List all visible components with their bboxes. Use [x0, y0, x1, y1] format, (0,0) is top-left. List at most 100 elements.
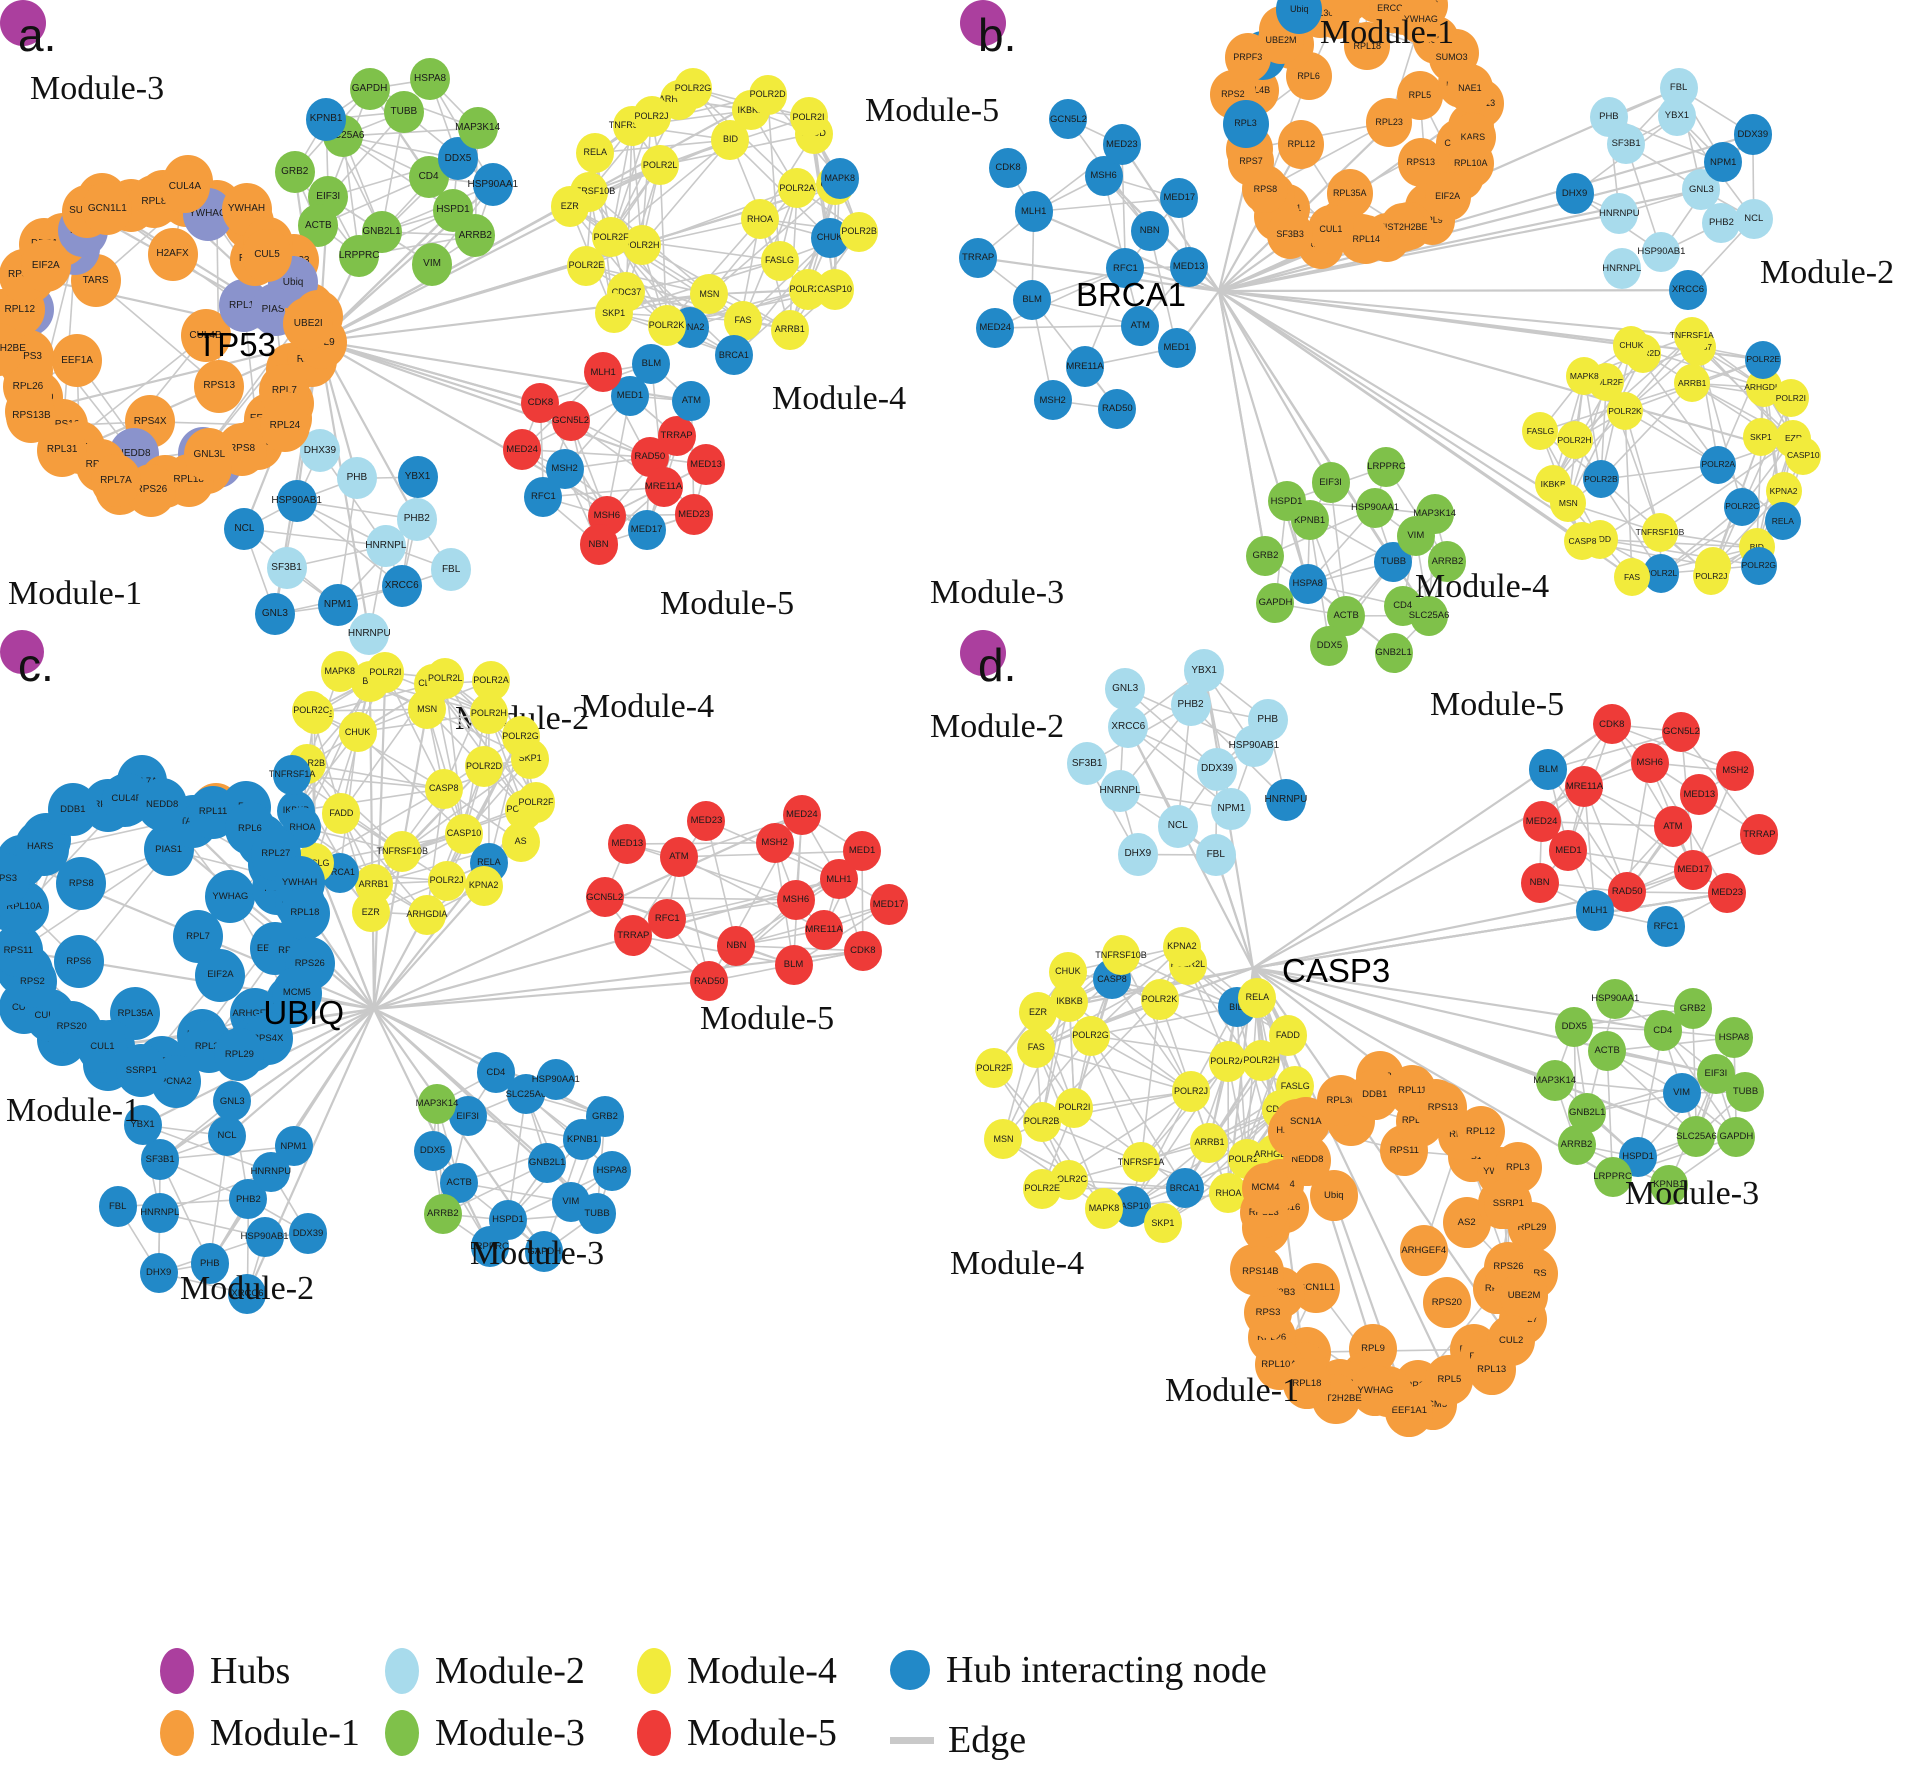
- network-node[interactable]: HSPD1: [1267, 481, 1306, 522]
- network-node[interactable]: POLR2J: [1171, 1071, 1210, 1112]
- network-node[interactable]: DDX39: [289, 1213, 327, 1254]
- network-node[interactable]: HSPA8: [1714, 1017, 1753, 1058]
- network-node[interactable]: TNFRSF1A: [269, 754, 315, 795]
- network-node[interactable]: GRB2: [274, 150, 315, 194]
- network-node[interactable]: NBN: [579, 524, 618, 565]
- network-node[interactable]: SF3B3: [1267, 209, 1314, 259]
- network-node[interactable]: VIM: [412, 243, 453, 286]
- network-node[interactable]: RELA: [576, 132, 615, 174]
- network-node[interactable]: MED23: [674, 494, 713, 535]
- network-node[interactable]: KPNA2: [464, 865, 503, 906]
- network-node[interactable]: MED17: [869, 884, 908, 925]
- network-node[interactable]: GRB2: [585, 1096, 624, 1137]
- network-node[interactable]: HSP90AA1: [468, 163, 518, 206]
- network-node[interactable]: HSP90AA1: [1591, 978, 1639, 1020]
- network-node[interactable]: GCN5L2: [1662, 711, 1701, 752]
- network-node[interactable]: ARHGDIA: [406, 894, 447, 935]
- network-node[interactable]: SLC25A6: [1676, 1116, 1717, 1157]
- network-node[interactable]: BRCA1: [714, 334, 753, 376]
- network-node[interactable]: SSRP1: [1484, 1177, 1533, 1229]
- network-node[interactable]: GNL3: [254, 592, 295, 636]
- network-node[interactable]: AS: [501, 821, 540, 862]
- network-node[interactable]: MAP3K14: [455, 106, 500, 150]
- network-node[interactable]: EZR: [550, 186, 589, 227]
- network-node[interactable]: FASLG: [760, 240, 799, 281]
- network-node[interactable]: H2AFX: [147, 227, 198, 281]
- network-node[interactable]: MRE11A: [1565, 766, 1604, 807]
- network-node[interactable]: MED1: [843, 831, 882, 872]
- network-node[interactable]: UBE2I: [283, 297, 334, 351]
- network-node[interactable]: FADD: [322, 793, 361, 834]
- network-node[interactable]: RAD50: [1608, 871, 1647, 913]
- network-node[interactable]: GNB2L1: [528, 1142, 567, 1184]
- network-node[interactable]: RELA: [1764, 502, 1801, 541]
- network-node[interactable]: SF3B1: [1067, 742, 1108, 785]
- network-node[interactable]: POLR2H: [1556, 420, 1593, 460]
- network-node[interactable]: CHUK: [1613, 326, 1650, 365]
- network-node[interactable]: YBX1: [397, 456, 438, 499]
- network-node[interactable]: ATM: [659, 836, 698, 877]
- network-node[interactable]: HNRNPU: [1265, 778, 1307, 822]
- network-node[interactable]: ARRB2: [455, 214, 496, 257]
- network-node[interactable]: SKP1: [1742, 418, 1779, 457]
- network-node[interactable]: POLR2I: [789, 97, 828, 138]
- network-node[interactable]: XRCC6: [1108, 705, 1149, 748]
- network-node[interactable]: GCN5L2: [585, 877, 624, 918]
- network-node[interactable]: TRRAP: [1740, 814, 1779, 855]
- network-node[interactable]: MED1: [1157, 327, 1196, 368]
- network-node[interactable]: POLR2D: [748, 74, 787, 116]
- network-node[interactable]: PHB2: [396, 498, 437, 541]
- network-node[interactable]: POLR2C: [292, 690, 331, 732]
- network-node[interactable]: KPNB1: [306, 98, 347, 141]
- network-node[interactable]: CUL4A: [159, 160, 210, 214]
- network-node[interactable]: BLM: [774, 944, 813, 985]
- network-node[interactable]: POLR2I: [1772, 379, 1809, 418]
- network-node[interactable]: MED23: [1102, 124, 1141, 165]
- network-node[interactable]: DHX9: [1555, 173, 1594, 214]
- network-node[interactable]: POLR2J: [632, 96, 671, 137]
- network-node[interactable]: RHOA: [741, 198, 779, 240]
- network-node[interactable]: RPL12: [1456, 1106, 1505, 1158]
- network-node[interactable]: MAPK8: [320, 651, 359, 692]
- network-node[interactable]: MAPK8: [1566, 356, 1603, 395]
- network-node[interactable]: MLH1: [1014, 191, 1053, 232]
- network-node[interactable]: MED24: [782, 794, 821, 835]
- network-node[interactable]: UBE2M: [1500, 1270, 1549, 1322]
- network-node[interactable]: POLR2E: [567, 245, 606, 286]
- network-node[interactable]: MSH6: [776, 879, 815, 920]
- network-node[interactable]: POLR2G: [1740, 546, 1777, 585]
- network-node[interactable]: DHX9: [1117, 833, 1158, 876]
- hub-node-brca1[interactable]: [960, 0, 1006, 46]
- network-node[interactable]: POLR2J: [427, 860, 466, 902]
- network-node[interactable]: TUBB: [578, 1193, 617, 1234]
- network-node[interactable]: POLR2G: [674, 68, 713, 109]
- network-node[interactable]: MSH2: [1033, 380, 1072, 421]
- network-node[interactable]: CD4: [476, 1052, 515, 1093]
- network-node[interactable]: RPL18: [279, 886, 330, 940]
- network-node[interactable]: RPL7A: [90, 454, 141, 508]
- network-node[interactable]: KPNA2: [1162, 926, 1201, 967]
- network-node[interactable]: POLR2G: [501, 716, 540, 757]
- network-node[interactable]: GRB2: [1673, 988, 1712, 1029]
- network-node[interactable]: MED13: [687, 444, 726, 485]
- network-node[interactable]: HSP90AA1: [532, 1059, 580, 1100]
- network-node[interactable]: RELA: [1238, 977, 1277, 1018]
- network-node[interactable]: HSP90AB1: [271, 479, 322, 523]
- network-node[interactable]: TUBB: [383, 90, 424, 133]
- network-node[interactable]: POLR2I: [366, 652, 405, 693]
- network-node[interactable]: MAP3K14: [416, 1083, 458, 1125]
- network-node[interactable]: DDB1: [47, 782, 98, 836]
- network-node[interactable]: GAPDH: [349, 67, 390, 111]
- network-node[interactable]: NCL: [224, 507, 265, 550]
- hub-node-casp3[interactable]: [960, 630, 1006, 676]
- network-node[interactable]: SF3B1: [141, 1139, 180, 1180]
- network-node[interactable]: TNFRSF10B: [377, 831, 428, 872]
- network-node[interactable]: GNL3: [1105, 667, 1146, 710]
- hub-node-ubiq[interactable]: [0, 630, 44, 674]
- network-node[interactable]: HNRNPL: [1602, 248, 1641, 289]
- network-node[interactable]: EIF2A: [1424, 172, 1471, 222]
- network-node[interactable]: MAP3K14: [1413, 494, 1456, 535]
- network-node[interactable]: POLR2B: [1022, 1101, 1061, 1142]
- network-node[interactable]: LRPPRC: [1367, 446, 1406, 487]
- network-node[interactable]: NBN: [717, 925, 756, 966]
